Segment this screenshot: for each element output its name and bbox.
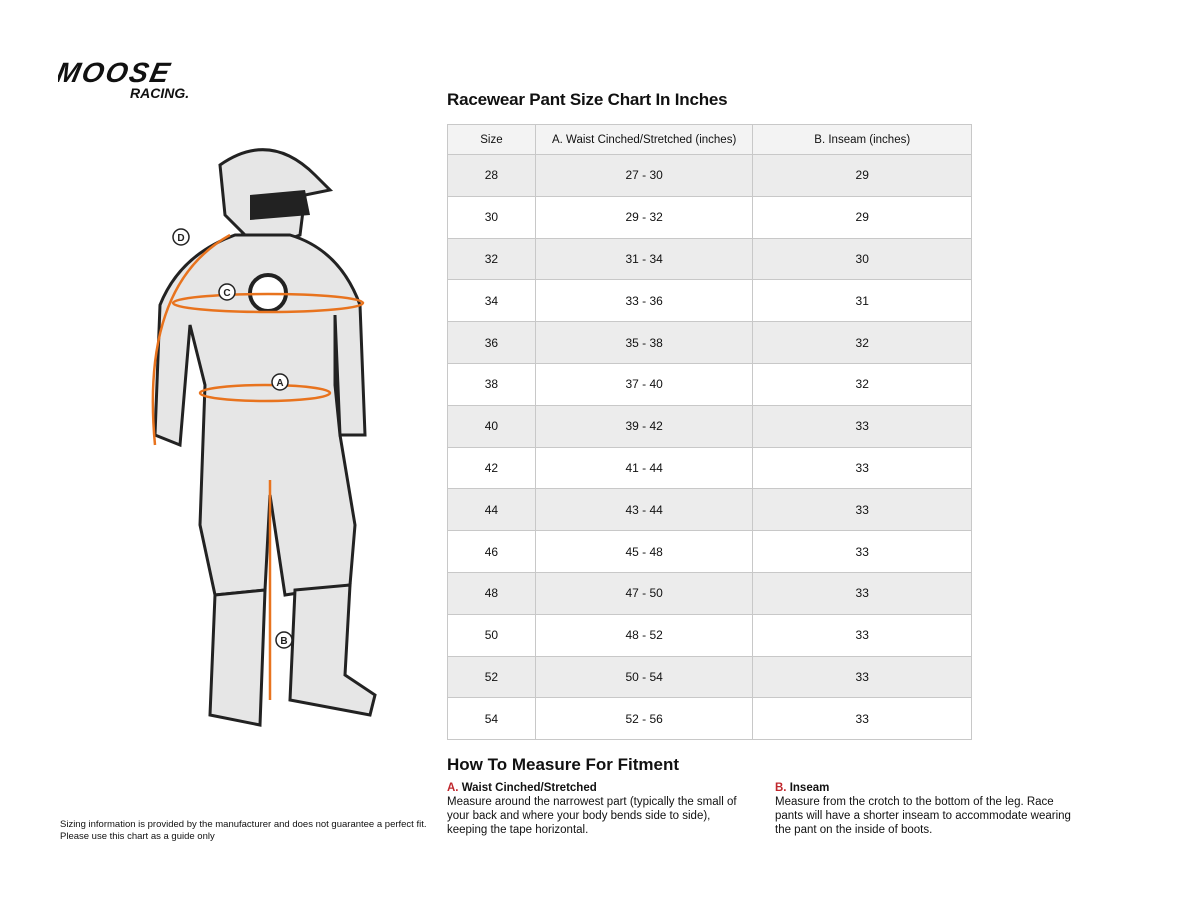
cell-size: 54 (447, 697, 536, 741)
cell-inseam: 33 (752, 697, 972, 741)
cell-waist: 35 - 38 (534, 321, 754, 364)
cell-waist: 33 - 36 (534, 279, 754, 323)
cell-waist: 41 - 44 (534, 446, 754, 490)
cell-size: 28 (447, 154, 536, 197)
measure-waist-block: A. Waist Cinched/Stretched Measure aroun… (447, 781, 747, 837)
rider-measurement-illustration: A B C D (151, 148, 377, 727)
cell-inseam: 29 (752, 154, 972, 197)
cell-size: 50 (447, 613, 536, 657)
cell-inseam: 33 (752, 488, 972, 532)
cell-size: 52 (447, 655, 536, 699)
table-row: 36 35 - 38 32 (447, 321, 972, 364)
cell-inseam: 33 (752, 404, 972, 448)
cell-inseam: 29 (752, 195, 972, 239)
how-to-measure-title: How To Measure For Fitment (447, 755, 680, 774)
inseam-heading: Inseam (789, 782, 830, 794)
header-waist: A. Waist Cinched/Stretched (inches) (534, 124, 754, 155)
cell-inseam: 30 (752, 237, 972, 281)
cell-size: 38 (447, 362, 536, 406)
inseam-instructions: Measure from the crotch to the bottom of… (775, 796, 1071, 836)
cell-inseam: 33 (752, 446, 972, 490)
cell-inseam: 32 (752, 321, 972, 364)
table-row: 38 37 - 40 32 (447, 362, 972, 406)
letter-a: A. (447, 782, 459, 794)
cell-inseam: 33 (752, 613, 972, 657)
svg-text:RACING.: RACING. (130, 85, 189, 101)
table-row: 48 47 - 50 33 (447, 571, 972, 615)
table-row: 28 27 - 30 29 (447, 154, 972, 197)
cell-size: 42 (447, 446, 536, 490)
size-chart-title: Racewear Pant Size Chart In Inches (447, 90, 728, 109)
cell-waist: 47 - 50 (534, 571, 754, 615)
cell-size: 30 (447, 195, 536, 239)
table-row: 30 29 - 32 29 (447, 195, 972, 239)
svg-text:MOOSE: MOOSE (58, 58, 175, 88)
cell-waist: 45 - 48 (534, 530, 754, 573)
cell-waist: 48 - 52 (534, 613, 754, 657)
table-row: 42 41 - 44 33 (447, 446, 972, 490)
size-chart-table: Size A. Waist Cinched/Stretched (inches)… (447, 124, 972, 741)
label-d: D (177, 233, 184, 244)
disclaimer-line-1: Sizing information is provided by the ma… (60, 819, 427, 830)
table-row: 50 48 - 52 33 (447, 613, 972, 657)
cell-waist: 52 - 56 (534, 697, 754, 741)
label-c: C (223, 288, 230, 299)
cell-waist: 31 - 34 (534, 237, 754, 281)
cell-size: 46 (447, 530, 536, 573)
table-row: 52 50 - 54 33 (447, 655, 972, 699)
cell-waist: 39 - 42 (534, 404, 754, 448)
table-row: 44 43 - 44 33 (447, 488, 972, 532)
cell-size: 34 (447, 279, 536, 323)
table-row: 40 39 - 42 33 (447, 404, 972, 448)
cell-inseam: 33 (752, 530, 972, 573)
cell-waist: 43 - 44 (534, 488, 754, 532)
label-a: A (276, 378, 283, 389)
table-row: 54 52 - 56 33 (447, 697, 972, 741)
table-row: 34 33 - 36 31 (447, 279, 972, 323)
waist-instructions: Measure around the narrowest part (typic… (447, 796, 737, 836)
cell-waist: 29 - 32 (534, 195, 754, 239)
cell-waist: 50 - 54 (534, 655, 754, 699)
letter-b: B. (775, 782, 787, 794)
header-inseam: B. Inseam (inches) (752, 124, 972, 155)
cell-waist: 37 - 40 (534, 362, 754, 406)
cell-size: 48 (447, 571, 536, 615)
cell-size: 32 (447, 237, 536, 281)
table-row: 46 45 - 48 33 (447, 530, 972, 573)
cell-inseam: 33 (752, 655, 972, 699)
cell-size: 36 (447, 321, 536, 364)
header-size: Size (447, 124, 536, 155)
label-b: B (280, 636, 287, 647)
disclaimer-line-2: Please use this chart as a guide only (60, 831, 215, 842)
cell-waist: 27 - 30 (534, 154, 754, 197)
cell-size: 44 (447, 488, 536, 532)
table-row: 32 31 - 34 30 (447, 237, 972, 281)
cell-size: 40 (447, 404, 536, 448)
waist-heading: Waist Cinched/Stretched (461, 782, 597, 794)
cell-inseam: 31 (752, 279, 972, 323)
cell-inseam: 33 (752, 571, 972, 615)
disclaimer: Sizing information is provided by the ma… (60, 819, 427, 843)
moose-racing-logo: MOOSE RACING. (58, 58, 189, 101)
measure-inseam-block: B. Inseam Measure from the crotch to the… (775, 781, 1075, 837)
table-header-row: Size A. Waist Cinched/Stretched (inches)… (447, 124, 972, 155)
cell-inseam: 32 (752, 362, 972, 406)
